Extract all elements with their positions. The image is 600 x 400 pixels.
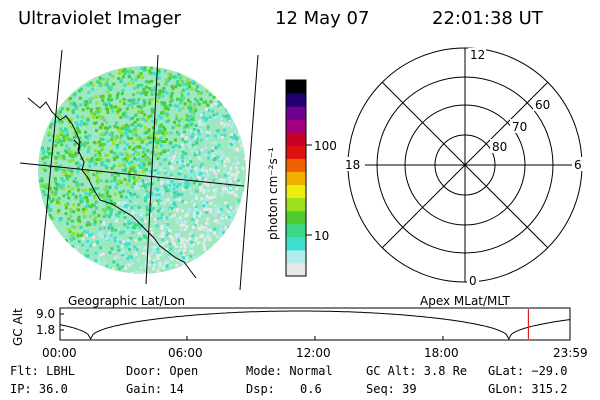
colorbar-band [286, 145, 306, 159]
colorbar-band [286, 80, 306, 94]
gc-alt-info: GC Alt: 3.8 Re [366, 364, 468, 378]
filter-info: Flt: LBHL [10, 364, 76, 378]
seq-info: Seq: 39 [366, 382, 417, 396]
colorbar-band [286, 171, 306, 186]
mlat-label-70: 70 [512, 120, 527, 134]
apex-label: Apex MLat/MLT [420, 294, 510, 308]
mlt-label-6: 6 [574, 158, 582, 172]
polar-grid [347, 47, 583, 283]
time-label: 22:01:38 UT [432, 8, 543, 29]
dsp-label: Dsp: [246, 382, 275, 396]
colorbar-band [286, 223, 306, 238]
colorbar-band [286, 93, 306, 107]
longitude-line [239, 54, 259, 290]
colorbar-band [286, 197, 306, 212]
orbit-altitude-curve [59, 310, 571, 341]
orbit-x-tick: 00:00 [42, 346, 77, 360]
orbit-y-tick-bottom: 1.8 [36, 323, 55, 337]
uv-image-panel [19, 50, 259, 290]
colorbar: 100 10 photon cm⁻²s⁻¹ [266, 79, 337, 277]
orbit-y-axis-label: GC Alt [11, 308, 25, 346]
longitude-line [145, 54, 159, 285]
orbit-x-tick: 23:59 [553, 346, 588, 360]
colorbar-band [286, 132, 306, 146]
orbit-y-tick-top: 9.0 [36, 307, 55, 321]
dsp-value: 0.6 [300, 382, 322, 396]
mlt-label-0: 0 [469, 274, 477, 288]
polar-diagonal [381, 81, 549, 249]
date-label: 12 May 07 [275, 8, 370, 29]
mlat-label-60: 60 [535, 98, 550, 112]
orbit-x-tick: 18:00 [424, 346, 459, 360]
longitude-line [39, 50, 63, 281]
coastline [27, 97, 197, 279]
colorbar-band [286, 262, 306, 277]
uv-emission-image [38, 66, 246, 274]
colorbar-tick-label-100: 100 [314, 139, 337, 153]
instrument-title: Ultraviolet Imager [18, 8, 181, 29]
geographic-label: Geographic Lat/Lon [68, 294, 185, 308]
orbit-x-tick: 12:00 [296, 346, 331, 360]
colorbar-band [286, 249, 306, 264]
glon-info: GLon: 315.2 [488, 382, 568, 396]
colorbar-band [286, 119, 306, 133]
colorbar-tick-label-10: 10 [314, 229, 329, 243]
colorbar-band [286, 236, 306, 251]
coastline [73, 139, 81, 155]
orbit-plot-frame [59, 307, 571, 341]
colorbar-frame [285, 79, 307, 277]
polar-labels: 12 18 6 0 60 70 80 [343, 48, 584, 288]
colorbar-band [286, 158, 306, 172]
orbit-x-tick: 06:00 [168, 346, 203, 360]
latitude-line [19, 162, 245, 187]
door-info: Door: Open [126, 364, 199, 378]
gain-info: Gain: 14 [126, 382, 184, 396]
orbit-altitude-plot: 9.0 1.8 GC Alt 00:00 06:00 12:00 18:00 2… [11, 307, 588, 360]
ip-info: IP: 36.0 [10, 382, 68, 396]
mlt-label-12: 12 [470, 48, 485, 62]
colorbar-band [286, 106, 306, 120]
colorbar-band [286, 184, 306, 199]
colorbar-band [286, 210, 306, 225]
mlt-label-18: 18 [345, 158, 360, 172]
mlat-label-80: 80 [492, 140, 507, 154]
mode-info: Mode: Normal [246, 364, 333, 378]
glat-info: GLat: −29.0 [488, 364, 568, 378]
colorbar-unit-label: photon cm⁻²s⁻¹ [266, 147, 280, 240]
